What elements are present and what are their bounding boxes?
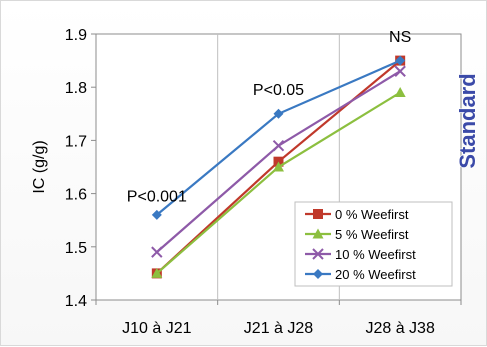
legend-marker (312, 228, 324, 239)
legend-marker (312, 248, 324, 260)
data-point (273, 161, 284, 172)
significance-label: NS (389, 29, 411, 46)
marker-stroke (272, 140, 285, 152)
legend: 0 % Weefirst 5 % Weefirst 10 % Weefirst 20 … (294, 201, 453, 287)
data-point (151, 209, 162, 220)
series-group (151, 55, 406, 279)
y-tick-label: 1.9 (65, 27, 87, 44)
y-tick-label: 1.7 (65, 133, 87, 150)
data-point (151, 246, 163, 258)
x-tick-label: J10 à J21 (122, 320, 191, 337)
data-point (394, 87, 406, 98)
y-tick-label: 1.5 (65, 240, 87, 257)
marker-stroke (151, 246, 163, 258)
significance-label: P<0.001 (127, 189, 187, 206)
data-point (395, 55, 406, 66)
data-point (272, 140, 285, 152)
x-tick-label: J28 à J38 (365, 320, 434, 337)
legend-label: 10 % Weefirst (335, 247, 416, 262)
x-axis-ticks: J10 à J21 J21 à J28 J28 à J38 (95, 300, 462, 337)
legend-item: 5 % Weefirst (305, 227, 409, 242)
y-tick-label: 1.6 (65, 187, 87, 204)
data-point (151, 267, 163, 278)
legend-label: 0 % Weefirst (335, 207, 409, 222)
legend-label: 20 % Weefirst (335, 267, 416, 282)
legend-item: 10 % Weefirst (305, 247, 416, 262)
legend-marker (313, 269, 323, 279)
chart-title: Standard (455, 73, 480, 168)
y-tick-label: 1.8 (65, 80, 87, 97)
y-tick-label: 1.4 (65, 293, 87, 310)
series-2 (151, 65, 406, 258)
legend-label: 5 % Weefirst (335, 227, 409, 242)
series-1 (151, 87, 406, 278)
data-point (394, 65, 406, 77)
series-3 (151, 55, 406, 220)
legend-marker (313, 209, 323, 219)
marker-stroke (394, 65, 406, 77)
y-axis-ticks: 1.4 1.5 1.6 1.7 1.8 1.9 (65, 27, 96, 310)
x-tick-label: J21 à J28 (244, 320, 313, 337)
annotations: P<0.001 P<0.05 NS (127, 29, 411, 206)
legend-item: 20 % Weefirst (305, 267, 416, 282)
data-point (273, 108, 284, 119)
y-axis-label: IC (g/g) (31, 140, 48, 193)
legend-item: 0 % Weefirst (305, 207, 409, 222)
marker-stroke (312, 248, 324, 260)
significance-label: P<0.05 (253, 82, 304, 99)
